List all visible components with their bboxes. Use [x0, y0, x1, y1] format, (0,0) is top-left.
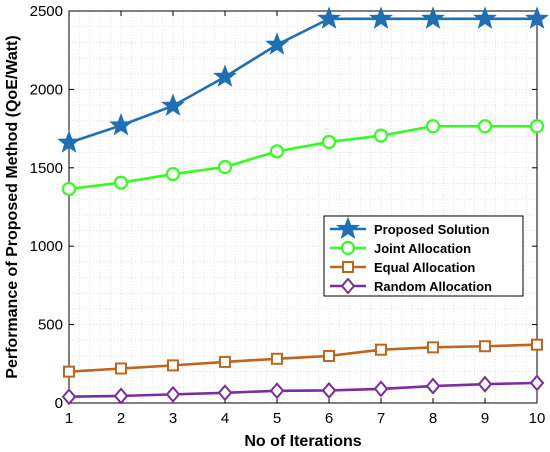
data-point	[323, 349, 335, 362]
x-tick-label: 9	[481, 410, 489, 427]
data-point	[477, 375, 493, 393]
axis-ticks: 1 2 3 4 5 6 7 8 9 10 0 500 1000 1500 2000 2500	[30, 3, 546, 427]
series-line	[68, 124, 537, 191]
data-point	[213, 64, 237, 87]
data-point	[165, 166, 181, 182]
y-tick-label: 1000	[30, 238, 63, 255]
y-axis-label: Performance of Proposed Method (QoE/Watt…	[4, 35, 21, 378]
legend-item: Proposed Solution	[330, 216, 490, 240]
legend: Proposed Solution Joint Allocation Equal A…	[323, 215, 524, 297]
x-tick-label: 1	[65, 410, 73, 427]
legend-item: Joint Allocation	[330, 240, 471, 256]
legend-item: Random Allocation	[330, 277, 492, 295]
data-point	[57, 130, 81, 153]
y-tick-label: 0	[55, 395, 63, 412]
data-point	[529, 119, 545, 134]
data-point	[219, 355, 231, 368]
x-tick-label: 10	[529, 410, 546, 427]
series-proposed-solution	[57, 6, 549, 153]
data-point	[321, 381, 337, 399]
x-tick-label: 4	[221, 410, 229, 427]
data-point	[113, 387, 129, 405]
legend-marker	[340, 277, 356, 295]
data-point	[265, 32, 289, 55]
data-point	[369, 6, 393, 29]
data-point	[109, 113, 133, 136]
series-equal-allocation	[63, 338, 543, 378]
data-point	[425, 119, 441, 134]
data-point	[425, 377, 441, 395]
x-tick-label: 6	[325, 410, 333, 427]
data-point	[61, 181, 77, 197]
legend-marker	[336, 216, 360, 240]
data-point	[373, 128, 389, 143]
legend-marker	[340, 240, 356, 256]
data-point	[317, 6, 341, 29]
data-point	[165, 385, 181, 403]
y-tick-label: 1500	[30, 160, 63, 177]
legend-item: Equal Allocation	[330, 260, 475, 275]
data-point	[167, 359, 179, 372]
data-point	[373, 380, 389, 398]
x-tick-label: 2	[117, 410, 125, 427]
data-point	[525, 6, 549, 29]
data-point	[217, 159, 233, 175]
data-point	[531, 338, 543, 351]
data-point	[271, 352, 283, 365]
legend-label: Proposed Solution	[374, 222, 490, 237]
series-random-allocation	[61, 374, 545, 406]
data-point	[421, 6, 445, 29]
data-point	[63, 365, 75, 378]
data-point	[269, 144, 285, 159]
data-point	[427, 341, 439, 354]
y-tick-label: 500	[38, 317, 63, 334]
data-point	[115, 362, 127, 375]
x-tick-label: 8	[429, 410, 437, 427]
series-group	[57, 6, 549, 406]
data-point	[375, 343, 387, 356]
data-point	[473, 6, 497, 29]
legend-label: Random Allocation	[374, 279, 492, 294]
x-axis-label: No of Iterations	[244, 433, 361, 450]
grid-lines	[68, 10, 538, 404]
series-line	[68, 343, 538, 373]
data-point	[529, 374, 545, 392]
data-point	[477, 119, 493, 134]
plot-area	[68, 10, 538, 404]
legend-label: Equal Allocation	[374, 260, 475, 275]
series-line	[68, 381, 538, 399]
legend-label: Joint Allocation	[374, 241, 471, 256]
series-joint-allocation	[61, 119, 545, 197]
series-line	[68, 17, 537, 144]
y-tick-label: 2500	[30, 3, 63, 20]
data-point	[161, 93, 185, 116]
x-tick-label: 7	[377, 410, 385, 427]
data-point	[61, 388, 77, 406]
x-tick-label: 5	[273, 410, 281, 427]
x-tick-label: 3	[169, 410, 177, 427]
data-point	[217, 384, 233, 402]
y-tick-label: 2000	[30, 81, 63, 98]
data-point	[479, 340, 491, 353]
data-point	[269, 382, 285, 400]
data-point	[321, 134, 337, 150]
legend-marker	[342, 261, 354, 273]
data-point	[113, 175, 129, 190]
